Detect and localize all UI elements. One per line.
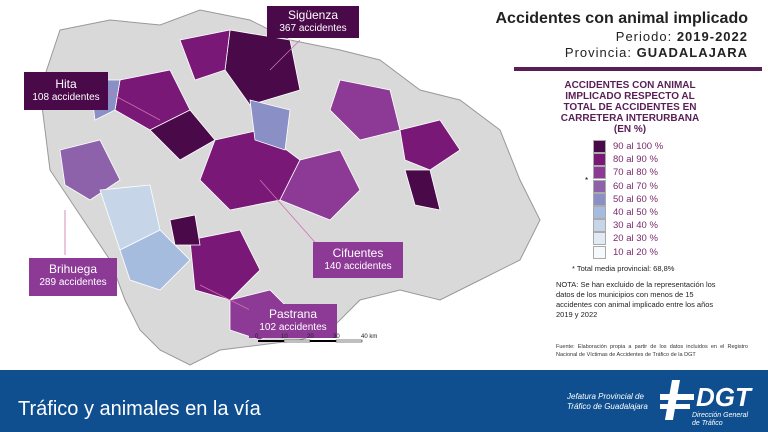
legend-swatch — [593, 153, 606, 167]
legend-label: 30 al 40 % — [613, 220, 658, 232]
scale-tick-label: 40 km — [361, 334, 378, 340]
legend-item: 10 al 20 % — [593, 245, 663, 259]
scale-tick-label: 10 — [281, 334, 288, 340]
municipality-region — [179, 29, 231, 81]
average-marker: * — [585, 176, 589, 185]
dgt-logo-subtitle: Dirección General de Tráfico — [692, 412, 749, 427]
municipality-region — [189, 229, 261, 301]
dgt-emblem-icon — [660, 380, 694, 420]
legend-swatch — [593, 179, 606, 193]
legend-swatch — [593, 206, 606, 220]
average-note: * Total media provincial: 68,8% — [572, 264, 675, 273]
legend-item: 50 al 60 % — [593, 192, 663, 206]
province-value: GUADALAJARA — [636, 45, 748, 60]
municipality-region — [404, 169, 441, 211]
province-map — [39, 9, 541, 366]
exclusion-note: NOTA: Se han excluido de la representaci… — [556, 280, 716, 319]
callout-leader-line — [259, 179, 321, 249]
dgt-logo: DGT Dirección General de Tráfico — [660, 380, 751, 427]
callout-leader-line — [107, 91, 161, 121]
legend: 90 al 100 % 80 al 90 % 70 al 80 % 60 al 70 … — [593, 140, 663, 259]
callout-leader-line — [269, 39, 301, 71]
source-note: Fuente: Elaboración propia a partir de l… — [556, 344, 748, 358]
jefatura-label: Jefatura Provincial de Tráfico de Guadal… — [567, 392, 648, 411]
legend-swatch — [593, 232, 606, 246]
legend-label: 50 al 60 % — [613, 193, 658, 205]
legend-label: 70 al 80 % — [613, 167, 658, 179]
scale-tick-label: 30 — [333, 334, 340, 340]
province-line: Provincia: GUADALAJARA — [495, 45, 748, 60]
callout-hita: Hita 108 accidentes — [24, 72, 108, 110]
legend-label: 40 al 50 % — [613, 207, 658, 219]
footer-title: Tráfico y animales en la vía — [18, 398, 261, 420]
legend-swatch — [593, 192, 606, 206]
period-label: Periodo: — [615, 29, 673, 44]
municipality-region — [119, 229, 191, 291]
legend-swatch — [593, 219, 606, 233]
legend-item: 90 al 100 % — [593, 140, 664, 154]
dgt-logo-text: DGT — [696, 382, 751, 412]
municipality-region — [249, 99, 291, 151]
legend-swatch — [593, 140, 606, 154]
scale-bar — [258, 339, 363, 343]
callout-siguenza: Sigüenza 367 accidentes — [267, 6, 359, 38]
legend-title: ACCIDENTES CON ANIMAL IMPLICADO RESPECTO… — [560, 80, 700, 135]
province-label: Provincia: — [564, 45, 632, 60]
municipality-region — [329, 79, 401, 141]
municipality-region — [399, 119, 461, 171]
legend-swatch — [593, 245, 606, 259]
legend-label: 20 al 30 % — [613, 233, 658, 245]
scale-tick-label: 0 — [255, 334, 259, 340]
legend-item: 20 al 30 % — [593, 232, 663, 246]
legend-swatch — [593, 166, 606, 180]
period-line: Periodo: 2019-2022 — [495, 29, 748, 44]
legend-item: 40 al 50 % — [593, 206, 663, 220]
legend-item: 60 al 70 % — [593, 179, 663, 193]
municipality-region — [279, 149, 361, 221]
legend-label: 10 al 20 % — [613, 246, 658, 258]
legend-label: 60 al 70 % — [613, 180, 658, 192]
callout-pastrana: Pastrana 102 accidentes — [249, 304, 337, 338]
period-value: 2019-2022 — [676, 29, 748, 44]
municipality-region — [169, 214, 201, 246]
page-title: Accidentes con animal implicado — [495, 10, 748, 27]
callout-cifuentes: Cifuentes 140 accidentes — [313, 242, 403, 278]
legend-item: 30 al 40 % — [593, 219, 663, 233]
legend-label: 90 al 100 % — [613, 141, 664, 153]
divider — [514, 67, 762, 71]
legend-label: 80 al 90 % — [613, 154, 658, 166]
callout-leader-line — [199, 284, 251, 311]
legend-item: 70 al 80 % — [593, 166, 663, 180]
legend-item: 80 al 90 % — [593, 153, 663, 167]
header: Accidentes con animal implicado Periodo:… — [495, 10, 748, 60]
footer: Tráfico y animales en la vía Jefatura Pr… — [0, 370, 768, 432]
scale-tick-label: 20 — [307, 334, 314, 340]
callout-brihuega: Brihuega 289 accidentes — [29, 258, 117, 296]
